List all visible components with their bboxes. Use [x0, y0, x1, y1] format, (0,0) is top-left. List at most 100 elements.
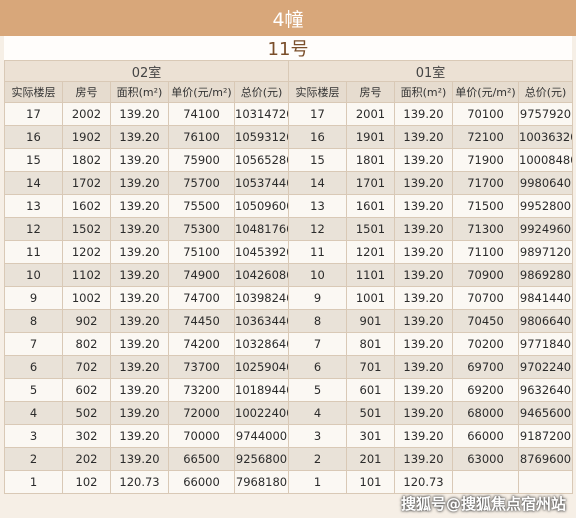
area-cell: 139.20 [110, 355, 169, 379]
total-price-cell: 10537440 [234, 171, 289, 195]
total-price-cell: 10593120 [234, 125, 289, 149]
floor-cell: 4 [4, 401, 63, 425]
unit-price-cell: 66500 [168, 447, 235, 471]
table-row: 17 2002 139.20 74100 10314720 17 2001 139.20 701… [4, 102, 573, 126]
unit-price-cell: 71300 [452, 217, 519, 241]
table-row: 3 302 139.20 70000 9744000 3 301 139.20 66000 918… [4, 424, 573, 448]
total-price-cell: 9924960 [518, 217, 573, 241]
floor-cell: 7 [4, 332, 63, 356]
room-no-cell: 201 [346, 447, 395, 471]
room-no-cell: 202 [62, 447, 111, 471]
total-price-cell: 10259040 [234, 355, 289, 379]
room-no-cell: 601 [346, 378, 395, 402]
floor-cell: 8 [4, 309, 63, 333]
floor-cell: 9 [4, 286, 63, 310]
column-header-row: 实际楼层 房号 面积(m²) 单价(元/m²) 总价(元) 实际楼层 房号 面积… [4, 81, 573, 103]
unit-price-cell: 71500 [452, 194, 519, 218]
room-no-cell: 801 [346, 332, 395, 356]
unit-price-cell: 75900 [168, 148, 235, 172]
unit-price-cell: 71900 [452, 148, 519, 172]
room-no-cell: 1702 [62, 171, 111, 195]
table-row: 2 202 139.20 66500 9256800 2 201 139.20 63000 876… [4, 447, 573, 471]
room-no-cell: 1902 [62, 125, 111, 149]
room-no-cell: 1602 [62, 194, 111, 218]
total-price-cell: 9465600 [518, 401, 573, 425]
total-price-cell: 10036320 [518, 125, 573, 149]
room-no-cell: 1701 [346, 171, 395, 195]
total-price-cell: 10453920 [234, 240, 289, 264]
total-price-cell: 10328640 [234, 332, 289, 356]
unit-price-cell: 71700 [452, 171, 519, 195]
table-row: 5 602 139.20 73200 10189440 5 601 139.20 69200 96… [4, 378, 573, 402]
unit-price-cell: 63000 [452, 447, 519, 471]
unit-price-cell: 71100 [452, 240, 519, 264]
unit-price-cell: 75100 [168, 240, 235, 264]
area-cell: 139.20 [110, 148, 169, 172]
area-cell: 139.20 [394, 309, 453, 333]
column-header-unit-price: 单价(元/m²) [452, 81, 519, 103]
unit-price-cell: 75300 [168, 217, 235, 241]
unit-price-cell: 70200 [452, 332, 519, 356]
room-no-cell: 1102 [62, 263, 111, 287]
table-row: 7 802 139.20 74200 10328640 7 801 139.20 70200 97… [4, 332, 573, 356]
room-no-cell: 1501 [346, 217, 395, 241]
area-cell: 139.20 [394, 332, 453, 356]
floor-cell: 14 [4, 171, 63, 195]
area-cell: 139.20 [110, 125, 169, 149]
floor-cell: 2 [288, 447, 347, 471]
area-cell: 139.20 [394, 263, 453, 287]
total-price-cell: 9744000 [234, 424, 289, 448]
floor-cell: 17 [288, 102, 347, 126]
total-price-cell: 9980640 [518, 171, 573, 195]
area-cell: 139.20 [394, 171, 453, 195]
floor-cell: 7 [288, 332, 347, 356]
table-row: 12 1502 139.20 75300 10481760 12 1501 139.20 713… [4, 217, 573, 241]
area-cell: 139.20 [110, 309, 169, 333]
area-cell: 139.20 [110, 263, 169, 287]
floor-cell: 1 [4, 470, 63, 494]
price-table: 02室 01室 实际楼层 房号 面积(m²) 单价(元/m²) 总价(元) 实际… [4, 60, 573, 494]
unit-price-cell: 69200 [452, 378, 519, 402]
unit-price-cell: 74900 [168, 263, 235, 287]
unit-price-cell: 74450 [168, 309, 235, 333]
floor-cell: 12 [288, 217, 347, 241]
floor-cell: 15 [4, 148, 63, 172]
floor-cell: 15 [288, 148, 347, 172]
area-cell: 139.20 [394, 401, 453, 425]
room-no-cell: 501 [346, 401, 395, 425]
floor-cell: 2 [4, 447, 63, 471]
floor-cell: 4 [288, 401, 347, 425]
column-header-area: 面积(m²) [110, 81, 169, 103]
room-no-cell: 1001 [346, 286, 395, 310]
area-cell: 139.20 [110, 332, 169, 356]
column-header-room-no: 房号 [62, 81, 111, 103]
floor-cell: 5 [4, 378, 63, 402]
area-cell: 139.20 [110, 286, 169, 310]
room-no-cell: 102 [62, 470, 111, 494]
column-header-floor: 实际楼层 [288, 81, 347, 103]
total-price-cell [518, 470, 573, 494]
column-header-total-price: 总价(元) [518, 81, 573, 103]
table-row: 13 1602 139.20 75500 10509600 13 1601 139.20 715… [4, 194, 573, 218]
unit-price-cell: 75700 [168, 171, 235, 195]
unit-price-cell: 70450 [452, 309, 519, 333]
room-header: 01室 [288, 60, 573, 82]
room-no-cell: 1002 [62, 286, 111, 310]
total-price-cell: 8769600 [518, 447, 573, 471]
area-cell: 139.20 [394, 355, 453, 379]
floor-cell: 9 [288, 286, 347, 310]
total-price-cell: 9757920 [518, 102, 573, 126]
total-price-cell: 9187200 [518, 424, 573, 448]
total-price-cell: 9841440 [518, 286, 573, 310]
table-row: 14 1702 139.20 75700 10537440 14 1701 139.20 717… [4, 171, 573, 195]
floor-cell: 1 [288, 470, 347, 494]
area-cell: 139.20 [110, 240, 169, 264]
room-no-cell: 502 [62, 401, 111, 425]
room-no-cell: 702 [62, 355, 111, 379]
floor-cell: 11 [4, 240, 63, 264]
unit-price-cell: 74200 [168, 332, 235, 356]
floor-cell: 12 [4, 217, 63, 241]
area-cell: 139.20 [394, 240, 453, 264]
area-cell: 139.20 [110, 401, 169, 425]
floor-cell: 6 [4, 355, 63, 379]
